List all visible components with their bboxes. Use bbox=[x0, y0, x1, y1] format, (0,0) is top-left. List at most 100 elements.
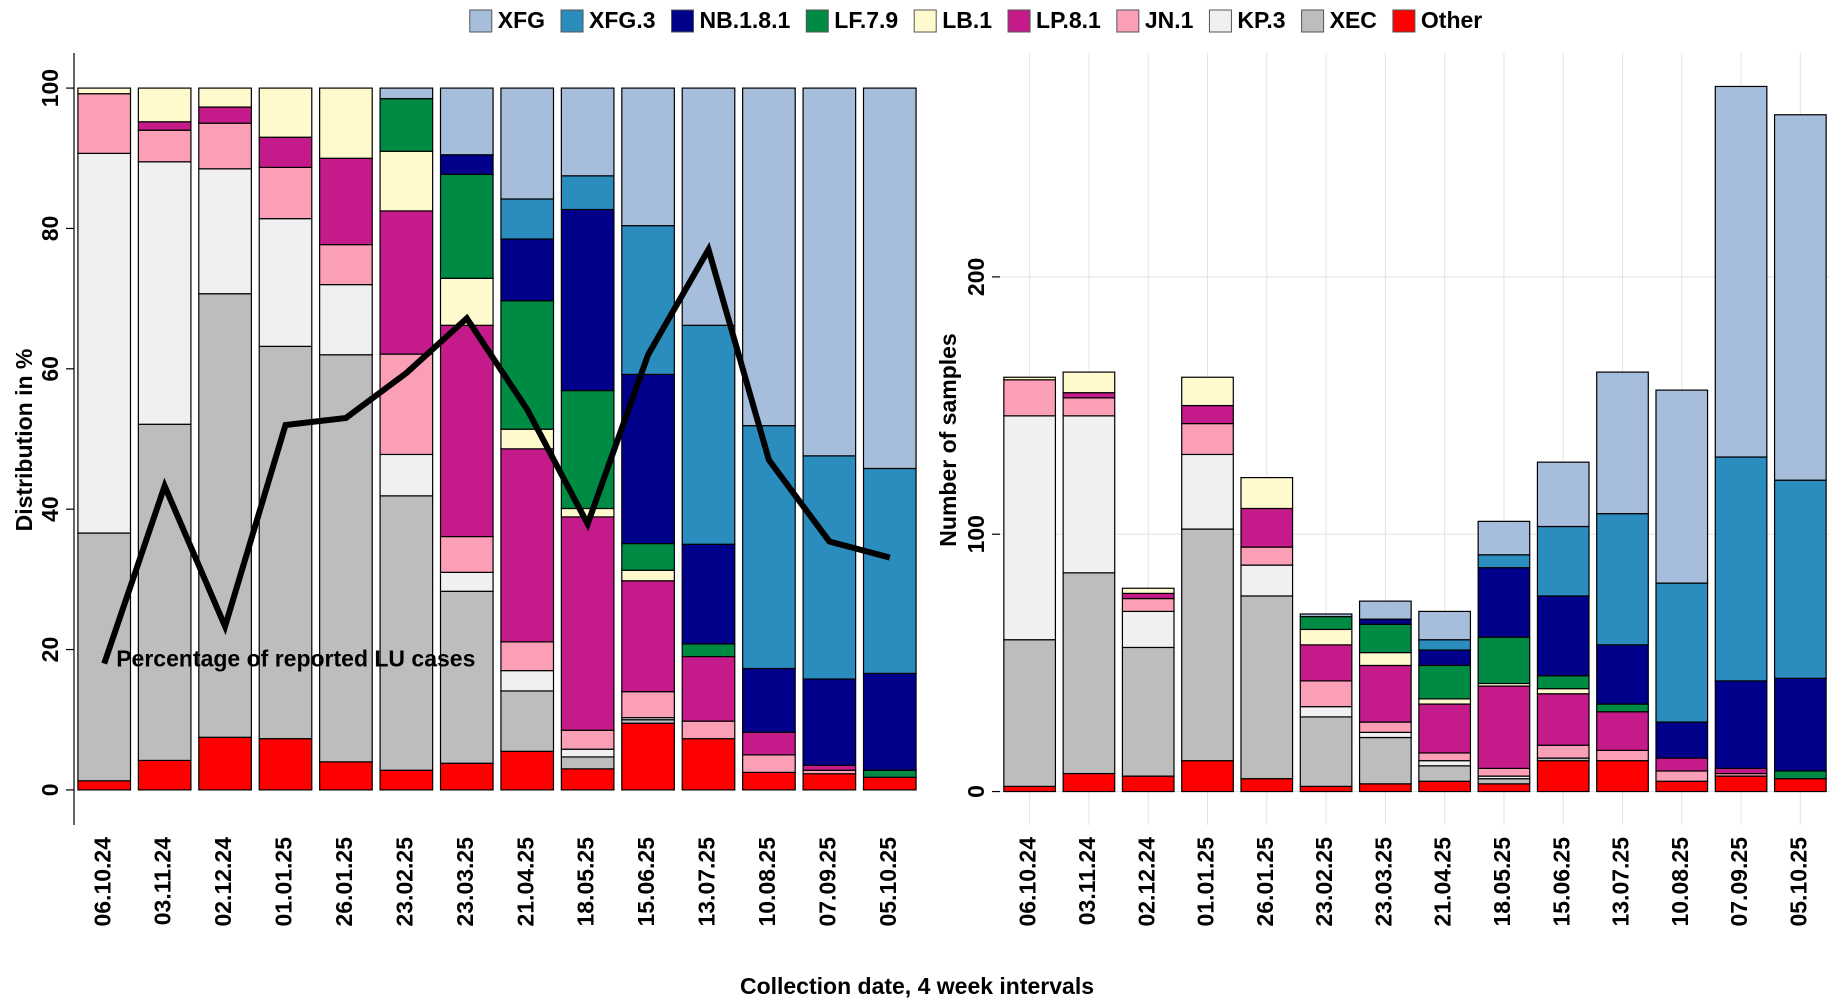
y-tick-label: 0 bbox=[37, 784, 63, 797]
bar-segment bbox=[862, 672, 917, 771]
bar-segment bbox=[258, 87, 313, 138]
x-tick-label: 01.01.25 bbox=[271, 837, 297, 927]
bar-segment bbox=[1299, 613, 1353, 618]
bar-segment bbox=[862, 769, 917, 778]
bar-segment bbox=[1596, 749, 1649, 762]
bar-segment bbox=[1003, 376, 1057, 381]
bar-segment bbox=[560, 208, 615, 392]
bar-segment bbox=[1062, 415, 1116, 574]
bar-segment bbox=[1062, 397, 1116, 417]
x-tick-label: 23.02.25 bbox=[391, 837, 417, 927]
legend-label: KP.3 bbox=[1237, 7, 1285, 33]
bar-segment bbox=[1536, 688, 1590, 695]
bar-segment bbox=[1596, 644, 1649, 705]
bar-segment bbox=[77, 780, 132, 791]
legend: XFG XFG.3 NB.1.8.1 LF.7.9 LB.1 LP.8.1 JN.1 KP.3… bbox=[469, 7, 1482, 33]
y-tick-label: 20 bbox=[37, 637, 63, 663]
line-annotation: Percentage of reported LU cases bbox=[116, 646, 475, 672]
bar-segment bbox=[1477, 767, 1531, 777]
bar-segment bbox=[1418, 639, 1472, 651]
bar-segment bbox=[500, 87, 555, 200]
bar-segment bbox=[1003, 785, 1057, 793]
bar-segment bbox=[319, 243, 373, 286]
bar-segment bbox=[1062, 572, 1116, 775]
x-tick-label: 07.09.25 bbox=[814, 837, 840, 927]
bar-segment bbox=[560, 748, 615, 758]
bar-segment bbox=[1121, 610, 1175, 649]
bar-segment bbox=[1240, 595, 1294, 780]
x-tick-label: 07.09.25 bbox=[1726, 837, 1752, 927]
bar-segment bbox=[439, 762, 494, 791]
bar-segment bbox=[1418, 752, 1472, 762]
bar-segment bbox=[1773, 479, 1827, 679]
x-tick-label: 01.01.25 bbox=[1193, 837, 1219, 927]
bar-segment bbox=[1299, 716, 1353, 787]
x-tick-label: 21.04.25 bbox=[1430, 837, 1456, 927]
bar-segment bbox=[439, 590, 494, 764]
bar-segment bbox=[681, 324, 736, 545]
bar-segment bbox=[621, 569, 675, 582]
bar-segment bbox=[1240, 564, 1294, 597]
bar-segment bbox=[379, 210, 434, 355]
x-tick-label: 15.06.25 bbox=[1548, 837, 1574, 927]
bar-segment bbox=[379, 453, 434, 497]
bar-segment bbox=[1418, 664, 1472, 700]
bar-segment bbox=[681, 643, 736, 658]
bar-segment bbox=[198, 293, 252, 738]
bar-segment bbox=[137, 759, 192, 791]
bar-segment bbox=[1358, 736, 1412, 785]
legend-swatch bbox=[805, 9, 829, 33]
legend-swatch bbox=[469, 9, 493, 33]
bar-segment bbox=[1299, 644, 1353, 682]
x-tick-label: 03.11.24 bbox=[150, 837, 176, 925]
bar-segment bbox=[802, 773, 857, 791]
bar-segment bbox=[681, 720, 736, 740]
bar-segment bbox=[742, 754, 796, 773]
bar-segment bbox=[439, 154, 494, 176]
bar-segment bbox=[742, 425, 796, 670]
legend-swatch bbox=[1116, 9, 1140, 33]
bar-segment bbox=[1477, 783, 1531, 793]
bar-segment bbox=[1240, 546, 1294, 566]
bar-segment bbox=[621, 580, 675, 693]
bar-segment bbox=[1358, 731, 1412, 739]
bar-segment bbox=[1596, 513, 1649, 646]
bar-segment bbox=[1418, 698, 1472, 705]
bar-segment bbox=[1655, 757, 1709, 772]
legend-swatch bbox=[560, 9, 584, 33]
bar-segment bbox=[1003, 379, 1057, 417]
bar-segment bbox=[802, 455, 857, 680]
bar-segment bbox=[137, 423, 192, 762]
bar-segment bbox=[1240, 507, 1294, 548]
bar-segment bbox=[1655, 770, 1709, 782]
x-tick-label: 15.06.25 bbox=[633, 837, 659, 927]
bar-segment bbox=[258, 738, 313, 791]
bar-segment bbox=[1418, 780, 1472, 793]
bar-segment bbox=[862, 87, 917, 470]
bar-segment bbox=[1714, 767, 1768, 775]
y-tick-label: 100 bbox=[37, 69, 63, 107]
bar-segment bbox=[198, 87, 252, 108]
bar-segment bbox=[1062, 392, 1116, 399]
x-tick-label: 26.01.25 bbox=[331, 837, 357, 927]
bar-segment bbox=[1121, 592, 1175, 600]
bar-segment bbox=[1714, 85, 1768, 458]
legend-swatch bbox=[671, 9, 695, 33]
bar-segment bbox=[1655, 389, 1709, 584]
bar-segment bbox=[1181, 404, 1234, 425]
bar-segment bbox=[379, 98, 434, 152]
legend-label: LF.7.9 bbox=[834, 7, 898, 33]
bar-segment bbox=[1003, 415, 1057, 641]
bar-segment bbox=[258, 218, 313, 347]
bar-segment bbox=[1773, 677, 1827, 772]
bar-segment bbox=[500, 750, 555, 791]
bar-segment bbox=[137, 121, 192, 131]
legend-swatch bbox=[1208, 9, 1232, 33]
bar-segment bbox=[1181, 453, 1234, 530]
bar-segment bbox=[742, 731, 796, 756]
bar-segment bbox=[500, 669, 555, 692]
bar-segment bbox=[1121, 646, 1175, 777]
bar-segment bbox=[500, 641, 555, 672]
bar-segment bbox=[77, 93, 132, 154]
